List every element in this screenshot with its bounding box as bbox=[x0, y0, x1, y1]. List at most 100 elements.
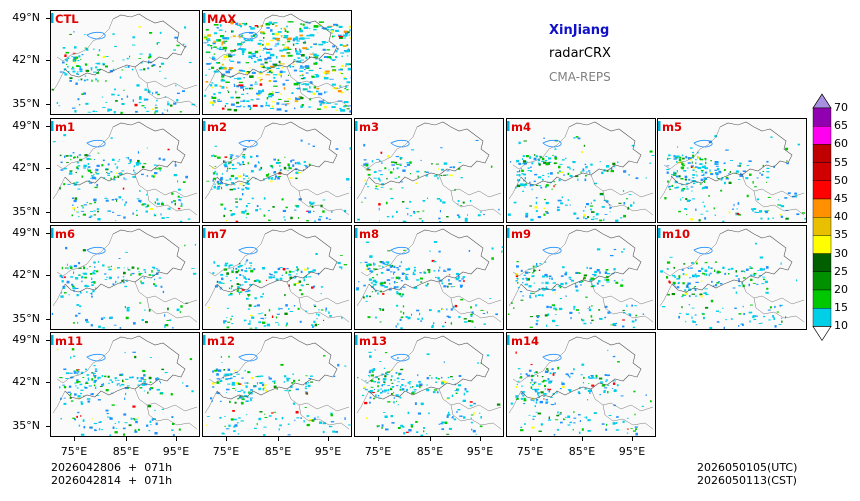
echo-cell bbox=[567, 166, 570, 169]
echo-cell bbox=[250, 170, 254, 173]
lat-tick bbox=[46, 233, 50, 234]
echo-cell bbox=[222, 58, 227, 60]
echo-cell bbox=[242, 148, 247, 151]
echo-cell bbox=[534, 405, 536, 408]
echo-cell bbox=[242, 86, 246, 87]
echo-cell bbox=[393, 280, 396, 284]
echo-cell bbox=[76, 161, 79, 164]
echo-cell bbox=[60, 295, 64, 298]
echo-cell bbox=[294, 419, 296, 422]
echo-cell bbox=[182, 382, 184, 384]
echo-cell bbox=[582, 210, 585, 212]
echo-cell bbox=[569, 375, 571, 379]
echo-cell bbox=[248, 391, 253, 394]
echo-cell bbox=[167, 103, 170, 106]
echo-cell bbox=[162, 290, 165, 294]
echo-cell bbox=[124, 285, 128, 288]
echo-cell bbox=[259, 411, 263, 413]
echo-cell bbox=[87, 379, 89, 381]
echo-cell bbox=[256, 92, 261, 95]
echo-cell bbox=[701, 174, 704, 176]
echo-cell bbox=[214, 155, 217, 158]
echo-cell bbox=[558, 413, 562, 415]
echo-cell bbox=[673, 171, 676, 174]
echo-cell bbox=[226, 170, 228, 172]
echo-cell bbox=[547, 378, 550, 381]
echo-cell bbox=[240, 41, 246, 43]
echo-cell bbox=[225, 275, 228, 277]
echo-cell bbox=[391, 386, 395, 388]
echo-cell bbox=[239, 264, 243, 267]
edge-echo bbox=[507, 335, 510, 345]
echo-cell bbox=[110, 171, 113, 173]
echo-cell bbox=[323, 56, 328, 58]
echo-cell bbox=[545, 399, 548, 401]
echo-cell bbox=[596, 376, 598, 379]
echo-cell bbox=[392, 393, 394, 395]
echo-cell bbox=[745, 177, 749, 180]
echo-cell bbox=[454, 383, 457, 385]
echo-cell bbox=[713, 207, 715, 210]
echo-cell bbox=[696, 262, 698, 265]
echo-cell bbox=[700, 295, 703, 298]
echo-cell bbox=[458, 276, 460, 280]
echo-cell bbox=[74, 56, 79, 59]
echo-cell bbox=[337, 90, 342, 93]
echo-cell bbox=[308, 163, 311, 166]
echo-cell bbox=[66, 162, 69, 163]
echo-cell bbox=[83, 425, 86, 429]
echo-cell bbox=[530, 292, 532, 295]
echo-cell bbox=[761, 322, 763, 324]
boundary-line bbox=[146, 297, 198, 323]
echo-cell bbox=[234, 78, 238, 80]
echo-cell bbox=[458, 162, 462, 164]
echo-cell bbox=[271, 23, 275, 25]
echo-cell bbox=[631, 320, 635, 323]
echo-cell bbox=[97, 152, 100, 154]
echo-cell bbox=[386, 177, 388, 180]
echo-cell bbox=[309, 81, 313, 84]
echo-cell bbox=[310, 202, 314, 205]
echo-cell bbox=[77, 206, 79, 208]
echo-cell bbox=[111, 381, 114, 383]
echo-cell bbox=[255, 164, 257, 166]
boundary-line bbox=[56, 18, 114, 62]
echo-cell bbox=[565, 373, 569, 376]
echo-cell bbox=[462, 201, 465, 204]
echo-cell bbox=[271, 105, 274, 108]
echo-cell bbox=[273, 74, 278, 76]
echo-cell bbox=[685, 186, 688, 188]
echo-cell bbox=[275, 417, 277, 420]
echo-cell bbox=[700, 213, 704, 215]
echo-cell bbox=[701, 272, 705, 275]
echo-cell bbox=[107, 375, 110, 378]
echo-cell bbox=[98, 325, 101, 329]
echo-cell bbox=[235, 277, 238, 279]
echo-cell bbox=[538, 163, 541, 166]
echo-cell bbox=[692, 274, 696, 278]
echo-cell bbox=[308, 22, 311, 24]
echo-cell bbox=[211, 82, 214, 84]
panel-label: m14 bbox=[511, 334, 539, 348]
echo-cell bbox=[631, 304, 633, 307]
boundary-line bbox=[208, 126, 266, 170]
boundary-line bbox=[204, 390, 218, 414]
echo-cell bbox=[704, 269, 708, 272]
echo-cell bbox=[214, 170, 217, 173]
echo-cell bbox=[547, 369, 549, 372]
echo-cell bbox=[331, 59, 336, 61]
boundary-line bbox=[52, 68, 66, 92]
lat-label: 35°N bbox=[12, 97, 40, 110]
echo-cell bbox=[293, 379, 296, 383]
echo-cell bbox=[365, 268, 367, 271]
echo-cell bbox=[329, 78, 334, 80]
lake-outline bbox=[238, 139, 258, 148]
echo-cell bbox=[74, 393, 77, 396]
echo-cell bbox=[84, 284, 88, 288]
echo-cell bbox=[95, 287, 97, 289]
echo-cell bbox=[537, 399, 539, 401]
echo-cell bbox=[696, 174, 698, 177]
echo-cell bbox=[93, 270, 96, 272]
echo-cell bbox=[90, 172, 93, 174]
echo-cell bbox=[176, 99, 179, 102]
